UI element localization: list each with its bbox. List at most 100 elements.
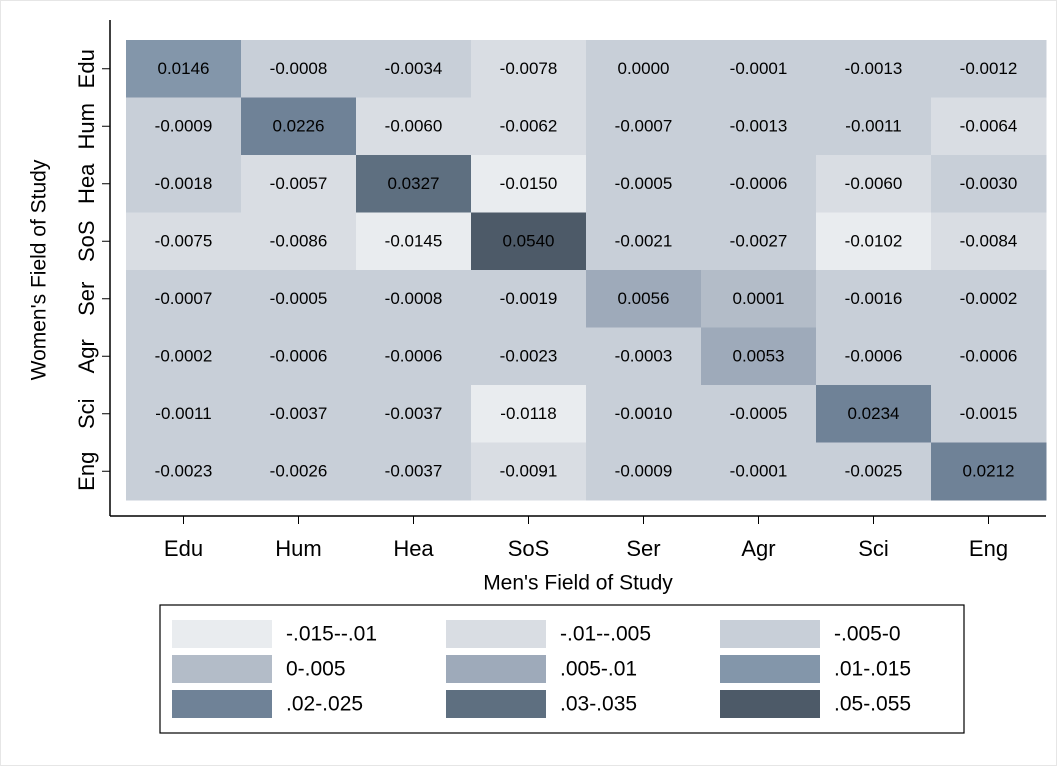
heatmap-cell — [356, 212, 472, 271]
cell-label: -0.0015 — [960, 404, 1018, 423]
heatmap-cell — [126, 442, 242, 501]
heatmap-cell — [471, 385, 587, 443]
y-tick-label: Eng — [74, 452, 99, 491]
heatmap-cell — [241, 155, 357, 213]
heatmap-cell — [931, 97, 1047, 156]
heatmap-cell — [241, 40, 357, 98]
legend-label: -.015--.01 — [286, 623, 377, 646]
legend-label: .03-.035 — [560, 693, 637, 716]
y-tick-label: Hea — [74, 163, 99, 204]
heatmap-cell — [816, 442, 932, 501]
cell-label: -0.0001 — [730, 59, 788, 78]
x-tick-label: Hea — [393, 536, 434, 561]
heatmap-cell — [241, 212, 357, 271]
legend-swatch — [172, 620, 272, 648]
cell-label: -0.0002 — [155, 347, 213, 366]
legend-label: .01-.015 — [834, 658, 911, 681]
cell-label: 0.0327 — [388, 174, 440, 193]
legend-swatch — [172, 655, 272, 683]
cell-label: -0.0084 — [960, 232, 1018, 251]
cell-label: -0.0150 — [500, 174, 558, 193]
y-tick-label: Edu — [74, 49, 99, 88]
cell-label: -0.0006 — [270, 347, 328, 366]
heatmap-cell — [931, 270, 1047, 328]
heatmap-cell — [356, 270, 472, 328]
cell-label: 0.0234 — [848, 404, 900, 423]
cell-label: -0.0001 — [730, 462, 788, 481]
cell-label: -0.0012 — [960, 59, 1018, 78]
y-tick-label: Agr — [74, 339, 99, 373]
heatmap-cell — [816, 327, 932, 386]
cell-label: 0.0146 — [158, 59, 210, 78]
heatmap-cell — [586, 155, 702, 213]
legend-box — [159, 604, 965, 734]
cell-label: -0.0062 — [500, 117, 558, 136]
heatmap-cell — [701, 385, 817, 443]
heatmap-cell — [816, 212, 932, 271]
x-tick-label: Ser — [626, 536, 660, 561]
cell-label: 0.0000 — [618, 59, 670, 78]
heatmap-cell — [241, 97, 357, 156]
heatmap-cell — [816, 270, 932, 328]
heatmap-cell — [816, 155, 932, 213]
heatmap-cell — [356, 97, 472, 156]
cell-label: -0.0102 — [845, 232, 903, 251]
heatmap-cell — [241, 442, 357, 501]
cell-label: -0.0013 — [845, 59, 903, 78]
cell-label: -0.0009 — [155, 117, 213, 136]
cell-label: -0.0006 — [385, 347, 443, 366]
x-tick-label: Sci — [858, 536, 889, 561]
heatmap-cell — [241, 385, 357, 443]
cell-label: -0.0025 — [845, 462, 903, 481]
heatmap-cell — [701, 40, 817, 98]
heatmap-cell — [931, 385, 1047, 443]
cell-label: -0.0086 — [270, 232, 328, 251]
cell-label: -0.0060 — [845, 174, 903, 193]
cell-label: -0.0002 — [960, 289, 1018, 308]
heatmap-cell — [586, 442, 702, 501]
legend-swatch — [720, 620, 820, 648]
cell-label: -0.0007 — [615, 117, 673, 136]
cell-label: -0.0027 — [730, 232, 788, 251]
legend-swatch — [720, 655, 820, 683]
cell-label: 0.0212 — [963, 462, 1015, 481]
heatmap-cell — [816, 40, 932, 98]
heatmap-cell — [701, 212, 817, 271]
x-tick-label: Hum — [275, 536, 321, 561]
legend-label: .02-.025 — [286, 693, 363, 716]
cell-label: -0.0118 — [500, 404, 556, 423]
cell-label: -0.0030 — [960, 174, 1018, 193]
cell-label: -0.0075 — [155, 232, 213, 251]
heatmap-cell — [471, 212, 587, 271]
heatmap-cell — [126, 327, 242, 386]
cell-label: -0.0037 — [385, 462, 443, 481]
heatmap-cell — [816, 385, 932, 443]
cell-label: 0.0056 — [618, 289, 670, 308]
y-tick-label: Hum — [74, 103, 99, 149]
cell-label: -0.0037 — [385, 404, 443, 423]
cell-label: 0.0540 — [503, 232, 555, 251]
cell-label: -0.0026 — [270, 462, 328, 481]
cell-label: -0.0060 — [385, 117, 443, 136]
heatmap-cell — [701, 97, 817, 156]
cell-label: 0.0226 — [273, 117, 325, 136]
heatmap-cell — [126, 212, 242, 271]
cell-label: -0.0011 — [845, 117, 901, 136]
cell-label: -0.0021 — [615, 232, 673, 251]
heatmap-cell — [126, 97, 242, 156]
heatmap-cell — [931, 442, 1047, 501]
cell-label: -0.0078 — [500, 59, 558, 78]
heatmap-cell — [356, 40, 472, 98]
heatmap-cell — [356, 442, 472, 501]
legend-label: -.005-0 — [834, 623, 901, 646]
heatmap-cell — [931, 212, 1047, 271]
cell-label: -0.0034 — [385, 59, 443, 78]
cell-label: -0.0006 — [960, 347, 1018, 366]
cell-label: -0.0023 — [155, 462, 213, 481]
heatmap-cell — [126, 40, 242, 98]
legend-swatch — [720, 690, 820, 718]
heatmap-cell — [586, 97, 702, 156]
heatmap-cell — [701, 270, 817, 328]
cell-label: -0.0013 — [730, 117, 788, 136]
